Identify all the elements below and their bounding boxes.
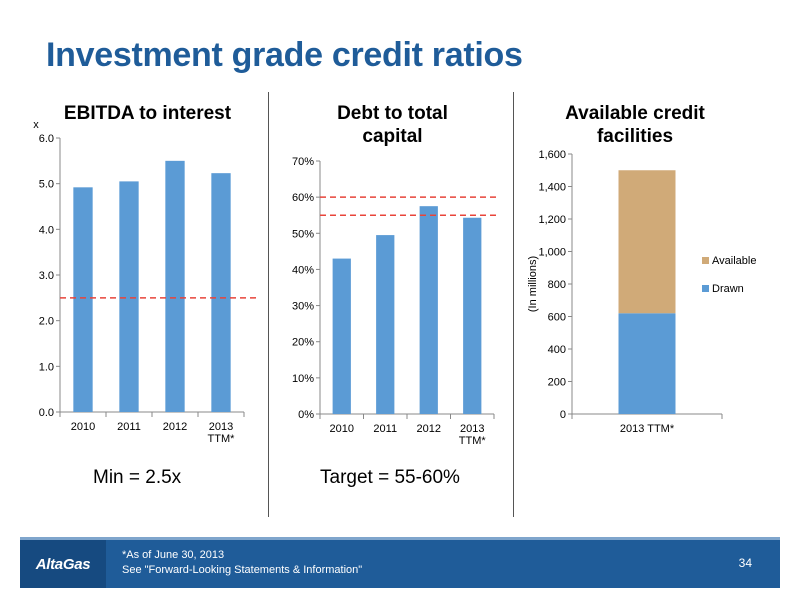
- y-tick-label: 0%: [298, 409, 314, 421]
- divider-left: [268, 92, 269, 517]
- bar: [211, 173, 231, 412]
- bar: [376, 235, 395, 414]
- bar: [419, 206, 438, 414]
- chart1-note: Min = 2.5x: [93, 467, 182, 488]
- bar: [119, 181, 139, 412]
- y-tick-label: 1,000: [538, 247, 566, 259]
- logo: AltaGas: [20, 540, 106, 588]
- y-unit-label: x: [33, 119, 39, 131]
- footer-notes: *As of June 30, 2013 See "Forward-Lookin…: [122, 548, 362, 578]
- logo-text: AltaGas: [35, 555, 91, 573]
- x-tick-label: TTM*: [459, 435, 487, 447]
- y-tick-label: 20%: [292, 337, 314, 349]
- x-tick-label: TTM*: [208, 433, 236, 445]
- bar: [165, 160, 185, 412]
- y-tick-label: 5.0: [39, 179, 54, 191]
- y-tick-label: 0: [560, 409, 566, 421]
- y-tick-label: 70%: [292, 156, 314, 168]
- y-tick-label: 40%: [292, 264, 314, 276]
- x-tick-label: 2010: [330, 423, 354, 435]
- x-tick-label: 2012: [417, 423, 441, 435]
- y-tick-label: 200: [548, 377, 566, 389]
- y-tick-label: 10%: [292, 373, 314, 385]
- legend-label-drawn: Drawn: [712, 283, 744, 295]
- y-tick-label: 4.0: [39, 224, 54, 236]
- y-tick-label: 6.0: [39, 133, 54, 145]
- legend-label-available: Available: [712, 255, 756, 267]
- x-tick-label: 2011: [117, 421, 141, 433]
- bar: [332, 258, 351, 414]
- page-title: Investment grade credit ratios: [46, 36, 523, 74]
- chart2-note: Target = 55-60%: [320, 467, 460, 488]
- x-tick-label: 2010: [71, 421, 95, 433]
- x-tick-label: 2013: [460, 423, 484, 435]
- y-tick-label: 1,600: [538, 149, 566, 161]
- x-tick-label: 2013: [209, 421, 233, 433]
- y-tick-label: 800: [548, 279, 566, 291]
- footer-line-1: *As of June 30, 2013: [122, 549, 225, 561]
- page-number: 34: [738, 556, 752, 570]
- legend-swatch-drawn: [702, 285, 709, 292]
- y-tick-label: 3.0: [39, 270, 54, 282]
- y-axis-label: (In millions): [527, 256, 539, 312]
- y-tick-label: 1.0: [39, 361, 54, 373]
- divider-right: [513, 92, 514, 517]
- chart3-title: Available credit facilities: [565, 103, 705, 147]
- y-tick-label: 60%: [292, 192, 314, 204]
- y-tick-label: 2.0: [39, 316, 54, 328]
- y-tick-label: 50%: [292, 228, 314, 240]
- bar-drawn: [618, 313, 676, 414]
- bar: [73, 187, 93, 412]
- x-tick-label: 2012: [163, 421, 187, 433]
- y-tick-label: 400: [548, 344, 566, 356]
- legend-swatch-available: [702, 257, 709, 264]
- bar: [463, 217, 482, 414]
- footer-line-2: See "Forward-Looking Statements & Inform…: [122, 564, 363, 576]
- y-tick-label: 0.0: [39, 407, 54, 419]
- chart1-title: EBITDA to interest: [63, 103, 232, 124]
- chart2-title: Debt to total capital: [337, 103, 448, 147]
- y-tick-label: 600: [548, 312, 566, 324]
- y-tick-label: 30%: [292, 301, 314, 313]
- x-tick-label: 2013 TTM*: [620, 423, 675, 435]
- y-tick-label: 1,400: [538, 182, 566, 194]
- y-tick-label: 1,200: [538, 214, 566, 226]
- bar-available: [618, 170, 676, 314]
- footer-bar: AltaGas *As of June 30, 2013 See "Forwar…: [20, 537, 780, 588]
- x-tick-label: 2011: [373, 423, 397, 435]
